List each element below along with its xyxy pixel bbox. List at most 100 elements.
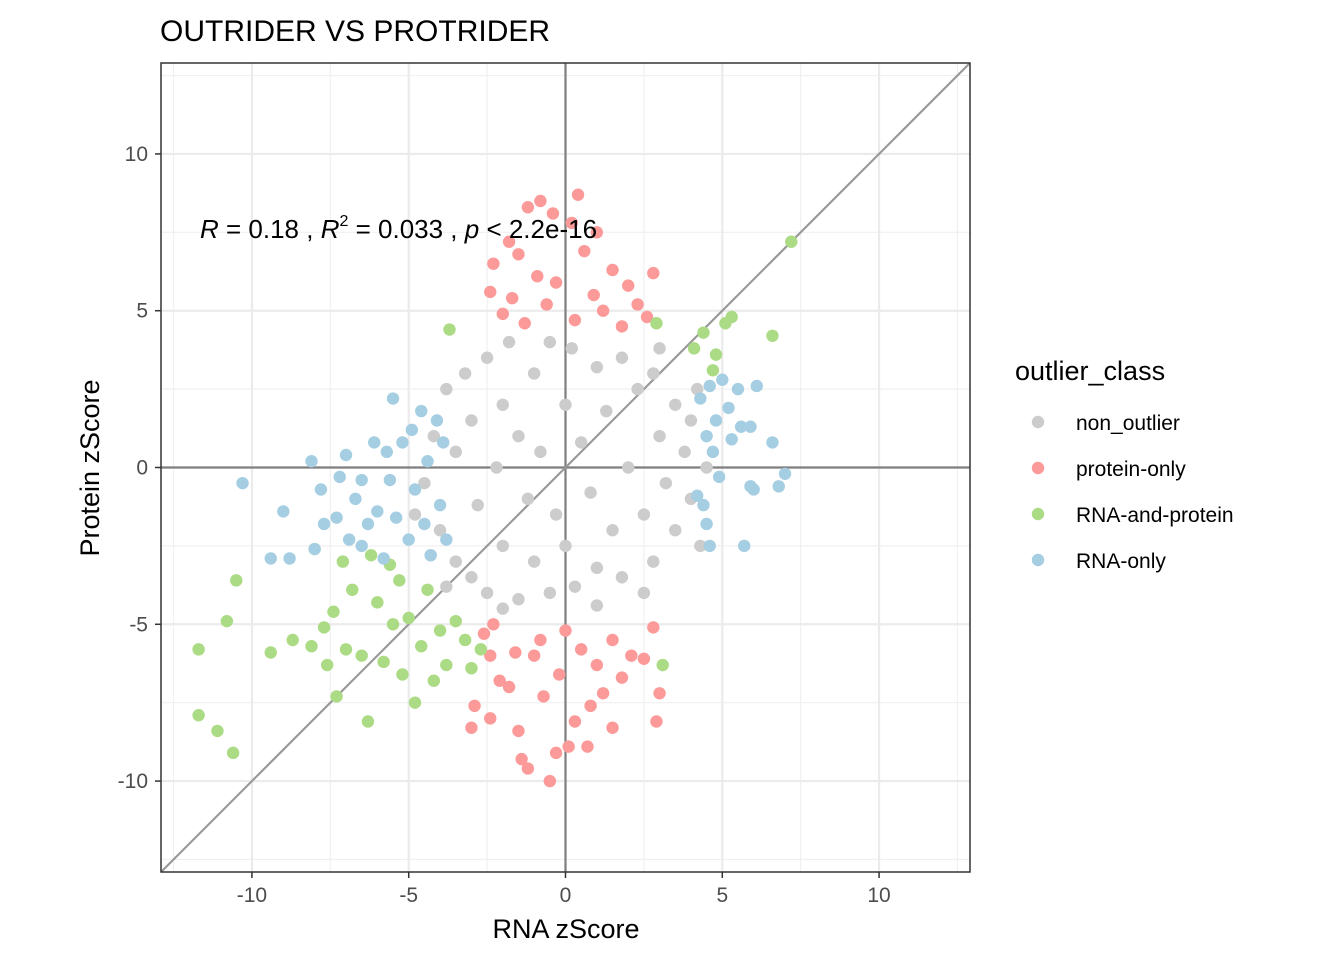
point-protein-only [487,618,500,631]
point-protein-only [590,658,604,672]
point-RNA-only [772,480,785,493]
point-protein-only [596,687,610,700]
point-RNA-only [408,483,422,496]
x-tick-label: 10 [867,884,890,907]
point-RNA-only [339,448,353,462]
point-non_outlier [615,351,629,364]
point-non_outlier [458,367,472,380]
point-protein-only [571,188,585,201]
point-protein-only [493,674,506,687]
y-tick-label: -10 [118,770,148,793]
point-RNA-and-protein [364,549,378,562]
point-protein-only [562,740,575,753]
point-RNA-only [305,455,318,468]
point-protein-only [587,288,600,302]
point-protein-only [549,276,563,289]
point-protein-only [596,304,610,317]
point-RNA-and-protein [336,555,350,568]
point-protein-only [568,313,582,327]
point-protein-only [540,298,553,311]
point-RNA-only [421,455,434,468]
point-RNA-and-protein [361,715,375,728]
point-RNA-only [440,533,453,546]
point-RNA-only [308,542,321,556]
chart-title: OUTRIDER VS PROTRIDER [160,15,550,48]
point-RNA-and-protein [192,643,205,656]
point-RNA-only [277,505,290,518]
point-RNA-and-protein [339,643,353,656]
y-axis-label: Protein zScore [75,379,105,556]
point-RNA-only [700,429,713,443]
point-RNA-only [744,420,757,433]
point-non_outlier [496,398,509,411]
point-non_outlier [700,461,713,474]
point-protein-only [502,235,516,248]
point-non_outlier [637,508,651,521]
point-RNA-and-protein [211,724,224,738]
annotation-p-symbol: p [464,214,479,244]
point-non_outlier [480,351,494,364]
y-axis: -10 -5 0 5 10 [118,143,161,793]
annotation-r2-text: = 0.033 , [348,214,464,244]
point-RNA-only [386,392,400,405]
point-non_outlier [584,486,597,499]
point-RNA-only [314,483,328,496]
point-RNA-only [437,436,450,449]
point-RNA-and-protein [346,583,359,596]
point-RNA-and-protein [377,655,390,669]
point-RNA-only [361,517,375,531]
series-RNA-only [236,373,792,565]
identity-line [161,63,970,872]
point-non_outlier [408,508,422,521]
legend-item-RNA-and-protein: RNA-and-protein [1031,504,1234,527]
point-non_outlier [590,360,604,374]
point-non_outlier [615,571,629,584]
point-RNA-only [430,414,444,427]
point-non_outlier [527,555,541,568]
point-RNA-and-protein [415,640,428,653]
point-RNA-only [402,533,415,546]
point-non_outlier [465,571,478,584]
point-protein-only [509,646,522,659]
point-protein-only [631,298,644,311]
point-RNA-only [703,379,716,393]
point-RNA-only [283,552,296,565]
point-RNA-and-protein [656,658,669,672]
point-protein-only [647,621,660,634]
point-RNA-only [317,517,331,531]
point-RNA-only [377,552,390,565]
point-RNA-only [722,401,735,415]
point-RNA-and-protein [320,658,334,672]
y-tick-label: 10 [125,143,148,166]
point-RNA-and-protein [427,674,441,687]
legend-key [1031,461,1045,475]
point-RNA-only [709,414,723,427]
point-RNA-and-protein [785,235,798,248]
point-non_outlier [559,398,572,411]
point-RNA-and-protein [474,643,488,656]
point-RNA-and-protein [192,709,205,722]
point-non_outlier [659,476,673,490]
point-non_outlier [512,429,525,443]
point-RNA-only [264,552,277,565]
legend-title: outlier_class [1015,356,1165,386]
correlation-annotation: R = 0.18 , R2 = 0.033 , p < 2.2e-16 [200,213,597,244]
legend-item-non_outlier: non_outlier [1031,412,1180,435]
point-protein-only [515,752,528,766]
point-RNA-and-protein [230,574,243,587]
point-protein-only [543,774,557,788]
point-RNA-and-protein [286,633,299,647]
point-non_outlier [496,602,509,615]
x-axis: -10 -5 0 5 10 [237,872,891,907]
point-RNA-and-protein [687,342,701,355]
point-RNA-and-protein [386,618,400,631]
point-RNA-only [716,373,729,386]
point-RNA-only [415,404,428,418]
point-protein-only [502,680,516,694]
point-non_outlier [440,382,453,396]
annotation-p-text: < 2.2e-16 [479,214,597,244]
point-non_outlier [480,586,494,600]
x-tick-label: -10 [237,884,267,907]
point-protein-only [512,724,525,738]
point-RNA-and-protein [443,323,456,336]
